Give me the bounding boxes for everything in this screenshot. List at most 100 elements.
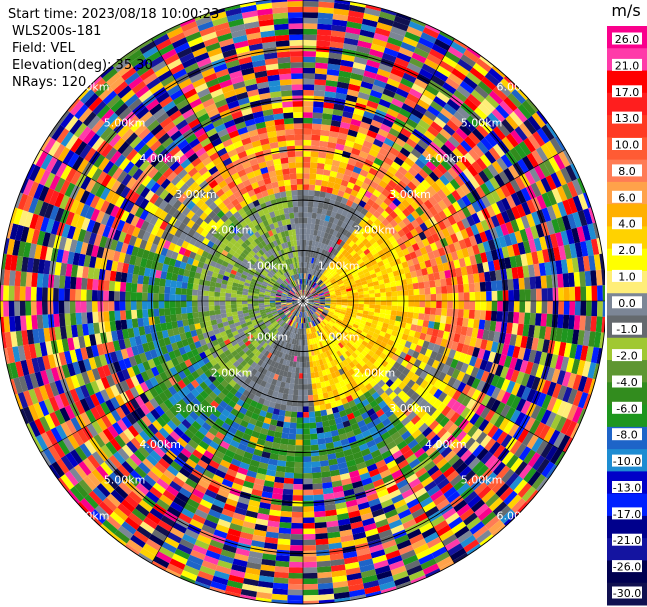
velocity-gate (456, 198, 467, 210)
velocity-gate (175, 307, 182, 315)
velocity-gate (540, 409, 552, 425)
velocity-gate (419, 261, 427, 270)
velocity-gate (522, 324, 530, 337)
velocity-gate (193, 317, 200, 325)
velocity-gate (358, 334, 366, 341)
velocity-gate (451, 368, 461, 380)
velocity-gate (462, 168, 474, 181)
velocity-gate (400, 77, 414, 89)
velocity-gate (317, 582, 334, 590)
velocity-gate (303, 417, 310, 424)
velocity-gate (353, 107, 365, 117)
velocity-gate (513, 301, 520, 313)
velocity-gate (276, 465, 286, 473)
velocity-gate (422, 274, 430, 282)
velocity-gate (527, 324, 536, 338)
velocity-gate (351, 311, 358, 316)
velocity-gate (391, 291, 398, 297)
velocity-gate (347, 301, 353, 304)
velocity-gate (500, 268, 508, 281)
velocity-gate (565, 420, 578, 438)
velocity-gate (311, 218, 317, 225)
velocity-gate (306, 234, 310, 241)
velocity-gate (496, 280, 503, 291)
velocity-gate (80, 301, 87, 313)
velocity-gate (298, 378, 303, 385)
velocity-gate (387, 324, 395, 331)
velocity-gate (314, 84, 326, 92)
velocity-gate (319, 298, 326, 301)
velocity-gate (42, 273, 49, 288)
velocity-gate (514, 254, 523, 268)
velocity-gate (391, 494, 404, 504)
velocity-gate (81, 277, 88, 290)
velocity-gate (369, 371, 378, 380)
velocity-gate (452, 301, 459, 310)
velocity-gate (391, 330, 399, 337)
velocity-gate (551, 398, 563, 414)
velocity-gate (393, 215, 403, 225)
velocity-gate (414, 367, 424, 377)
velocity-gate (324, 317, 330, 322)
velocity-gate (306, 293, 312, 298)
velocity-gate (292, 500, 303, 507)
velocity-gate (412, 405, 423, 415)
velocity-gate (363, 324, 371, 331)
velocity-gate (396, 290, 403, 297)
velocity-gate (370, 248, 378, 256)
velocity-gate (326, 282, 332, 288)
velocity-gate (541, 207, 552, 223)
velocity-gate (340, 397, 349, 405)
velocity-gate (567, 388, 578, 405)
velocity-gate (280, 438, 289, 445)
velocity-gate (379, 264, 386, 272)
velocity-gate (500, 366, 510, 379)
velocity-gate (357, 419, 367, 428)
velocity-gate (545, 411, 557, 428)
velocity-gate (158, 293, 165, 301)
velocity-gate (289, 383, 295, 390)
velocity-gate (308, 405, 315, 412)
velocity-gate (582, 330, 591, 347)
velocity-gate (310, 308, 316, 313)
velocity-gate (338, 314, 345, 320)
velocity-gate (530, 225, 540, 240)
velocity-gate (331, 271, 338, 277)
velocity-gate (303, 362, 307, 368)
velocity-gate (119, 301, 126, 311)
velocity-gate (531, 337, 539, 351)
velocity-gate (503, 355, 513, 368)
velocity-gate (475, 464, 489, 478)
velocity-gate (514, 358, 523, 372)
velocity-gate (318, 305, 325, 308)
velocity-gate (378, 98, 392, 109)
velocity-gate (300, 345, 303, 351)
velocity-gate (450, 358, 459, 369)
velocity-gate (354, 246, 361, 253)
velocity-gate (318, 291, 324, 296)
velocity-gate (597, 301, 603, 317)
velocity-gate (580, 345, 589, 362)
velocity-gate (420, 114, 434, 126)
velocity-gate (380, 359, 389, 368)
velocity-gate (561, 402, 573, 419)
velocity-gate (394, 57, 410, 68)
velocity-gate (306, 305, 311, 310)
velocity-gate (405, 453, 418, 465)
velocity-gate (369, 293, 376, 298)
velocity-gate (137, 274, 144, 285)
velocity-gate (356, 131, 367, 141)
velocity-gate (599, 253, 605, 270)
velocity-gate (314, 224, 320, 231)
velocity-gate (566, 181, 578, 198)
velocity-gate (437, 263, 445, 273)
velocity-gate (283, 416, 291, 423)
velocity-gate (549, 233, 559, 248)
velocity-gate (513, 107, 528, 123)
velocity-gate (303, 123, 313, 130)
velocity-gate (452, 284, 459, 294)
velocity-gate (303, 84, 315, 91)
velocity-gate (308, 297, 314, 300)
velocity-gate (317, 316, 323, 322)
velocity-gate (551, 218, 561, 234)
